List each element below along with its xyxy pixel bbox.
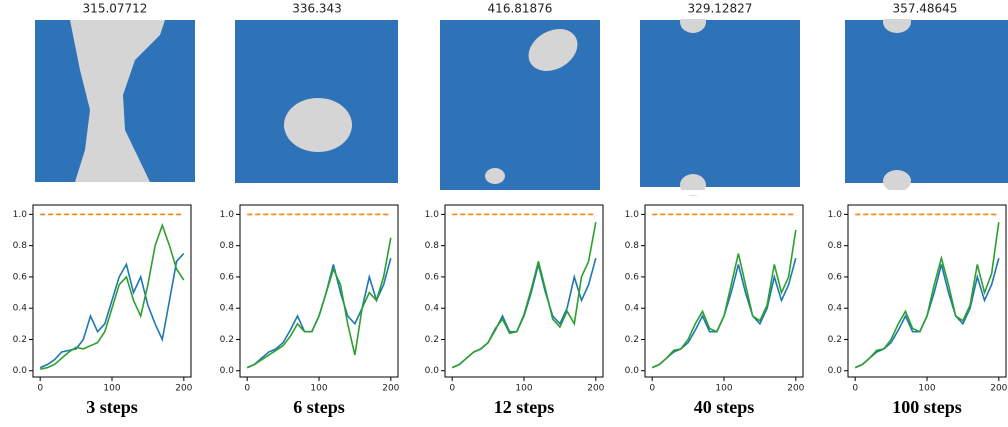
x-tick-label: 0 bbox=[37, 384, 43, 394]
image-title: 357.48645 bbox=[893, 2, 958, 16]
y-tick-label: 0.8 bbox=[425, 241, 440, 251]
series-line bbox=[247, 238, 391, 368]
y-tick-label: 0.2 bbox=[220, 335, 234, 345]
y-tick-label: 0.8 bbox=[625, 241, 640, 251]
segmentation-image bbox=[845, 20, 1008, 183]
plot-frame bbox=[33, 205, 191, 377]
image-panels bbox=[0, 0, 1008, 196]
series-line bbox=[855, 222, 999, 367]
image-title: 416.81876 bbox=[488, 2, 553, 16]
caption: 6 steps bbox=[293, 397, 345, 417]
y-tick-label: 0.4 bbox=[220, 304, 235, 314]
y-tick-label: 0.6 bbox=[625, 272, 640, 282]
segmentation-image bbox=[640, 20, 800, 187]
y-tick-label: 0.6 bbox=[425, 272, 440, 282]
y-tick-label: 0.8 bbox=[828, 241, 843, 251]
x-tick-label: 100 bbox=[715, 384, 732, 394]
y-tick-label: 0.2 bbox=[13, 335, 27, 345]
y-tick-label: 0.0 bbox=[220, 366, 235, 376]
image-title: 336.343 bbox=[292, 2, 342, 16]
x-tick-label: 200 bbox=[787, 384, 804, 394]
y-tick-label: 0.6 bbox=[13, 272, 28, 282]
y-tick-label: 0.6 bbox=[220, 272, 235, 282]
x-tick-label: 200 bbox=[382, 384, 399, 394]
y-tick-label: 1.0 bbox=[13, 210, 28, 220]
image-title: 315.07712 bbox=[83, 2, 148, 16]
y-tick-label: 1.0 bbox=[220, 210, 235, 220]
y-tick-label: 0.4 bbox=[425, 304, 440, 314]
y-tick-label: 0.0 bbox=[828, 366, 843, 376]
x-tick-label: 100 bbox=[918, 384, 935, 394]
figure: 315.07712 336.343 416.81876 329.12827 357.48… bbox=[0, 0, 1008, 427]
x-tick-label: 0 bbox=[852, 384, 858, 394]
x-tick-label: 0 bbox=[244, 384, 250, 394]
gap bbox=[0, 190, 1008, 195]
region bbox=[485, 168, 505, 184]
image-title: 329.12827 bbox=[688, 2, 753, 16]
y-tick-label: 0.2 bbox=[625, 335, 639, 345]
caption: 3 steps bbox=[86, 397, 138, 417]
x-tick-label: 200 bbox=[990, 384, 1007, 394]
series-line bbox=[652, 230, 796, 368]
y-tick-label: 0.2 bbox=[425, 335, 439, 345]
series-line bbox=[452, 222, 596, 367]
caption: 12 steps bbox=[494, 397, 555, 417]
y-tick-label: 0.2 bbox=[828, 335, 842, 345]
x-tick-label: 0 bbox=[449, 384, 455, 394]
y-tick-label: 0.0 bbox=[425, 366, 440, 376]
x-tick-label: 100 bbox=[310, 384, 327, 394]
region bbox=[883, 170, 911, 192]
y-tick-label: 0.4 bbox=[828, 304, 843, 314]
y-tick-label: 1.0 bbox=[425, 210, 440, 220]
y-tick-label: 0.8 bbox=[13, 241, 28, 251]
y-tick-label: 1.0 bbox=[828, 210, 843, 220]
caption: 100 steps bbox=[892, 397, 962, 417]
y-tick-label: 0.4 bbox=[625, 304, 640, 314]
y-tick-label: 0.4 bbox=[13, 304, 28, 314]
y-tick-label: 0.0 bbox=[13, 366, 28, 376]
series-line bbox=[247, 258, 391, 367]
x-tick-label: 100 bbox=[515, 384, 532, 394]
x-tick-label: 200 bbox=[175, 384, 192, 394]
series-line bbox=[40, 225, 184, 369]
x-tick-label: 100 bbox=[103, 384, 120, 394]
y-tick-label: 0.0 bbox=[625, 366, 640, 376]
x-tick-label: 0 bbox=[649, 384, 655, 394]
x-tick-label: 200 bbox=[587, 384, 604, 394]
region bbox=[284, 98, 352, 152]
y-tick-label: 0.8 bbox=[220, 241, 235, 251]
y-tick-label: 1.0 bbox=[625, 210, 640, 220]
caption: 40 steps bbox=[694, 397, 755, 417]
y-tick-label: 0.6 bbox=[828, 272, 843, 282]
